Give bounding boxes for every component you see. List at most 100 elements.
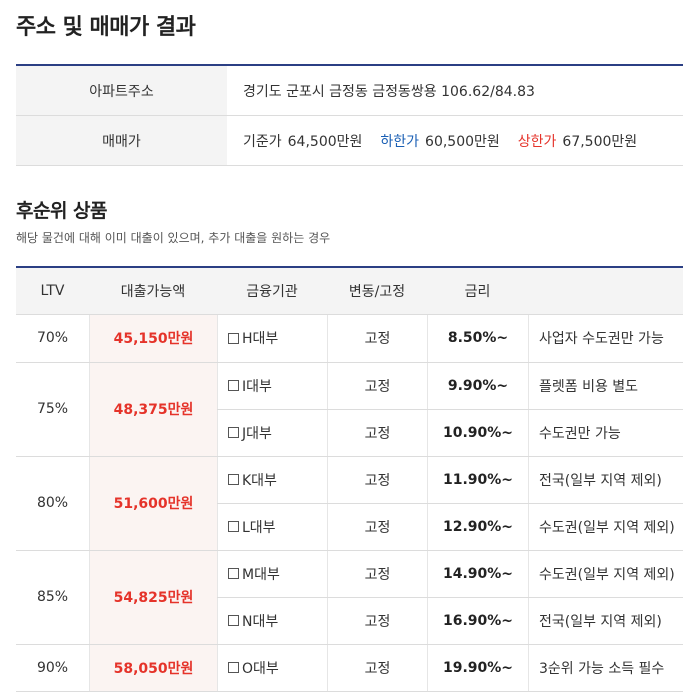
loan-amount-cell: 51,600만원 <box>89 456 217 550</box>
institution-rows: H대부 고정 8.50%~ 사업자 수도권만 가능 <box>217 315 683 362</box>
table-row: O대부 고정 19.90%~ 3순위 가능 소득 필수 <box>217 644 683 691</box>
base-price-value: 64,500만원 <box>287 133 363 150</box>
loan-products-table: LTV 대출가능액 금융기관 변동/고정 금리 70% 45,150만원 H대부 고정… <box>16 266 683 692</box>
table-row: M대부 고정 14.90%~ 수도권(일부 지역 제외) <box>217 550 683 597</box>
note-cell: 플렛폼 비용 별도 <box>528 362 683 409</box>
institution-cell[interactable]: O대부 <box>217 644 327 691</box>
base-price-label: 기준가 <box>243 133 282 150</box>
table-row: J대부 고정 10.90%~ 수도권만 가능 <box>217 409 683 456</box>
note-cell: 3순위 가능 소득 필수 <box>528 644 683 691</box>
address-row: 아파트주소 경기도 군포시 금정동 금정동쌍용 106.62/84.83 <box>16 66 683 116</box>
interest-rate-cell: 8.50%~ <box>427 315 528 362</box>
interest-rate-cell: 9.90%~ <box>427 362 528 409</box>
rate-type-cell: 고정 <box>327 410 427 456</box>
header-note <box>528 268 683 314</box>
ltv-group: 85% 54,825만원 M대부 고정 14.90%~ 수도권(일부 지역 제외) N대부 고… <box>16 550 683 645</box>
institution-cell[interactable]: H대부 <box>217 315 327 362</box>
header-rate-type: 변동/고정 <box>348 284 406 300</box>
institution-rows: O대부 고정 19.90%~ 3순위 가능 소득 필수 <box>217 644 683 691</box>
header-rate: 금리 <box>464 284 491 300</box>
institution-name: O대부 <box>242 660 279 677</box>
high-price-value: 67,500만원 <box>562 133 638 150</box>
loan-amount-cell: 48,375만원 <box>89 362 217 456</box>
rate-type-cell: 고정 <box>327 362 427 409</box>
rate-type-cell: 고정 <box>327 598 427 644</box>
interest-rate-cell: 16.90%~ <box>427 598 528 644</box>
header-amount: 대출가능액 <box>120 284 186 300</box>
note-cell: 수도권만 가능 <box>528 410 683 456</box>
institution-name: H대부 <box>242 331 279 348</box>
institution-name: M대부 <box>242 566 280 583</box>
ltv-cell: 70% <box>36 330 69 347</box>
institution-cell[interactable]: J대부 <box>217 410 327 456</box>
price-row: 매매가 기준가 64,500만원 하한가 60,500만원 상한가 67,500만원 <box>16 116 683 166</box>
institution-cell[interactable]: M대부 <box>217 550 327 597</box>
base-price: 기준가 64,500만원 <box>243 131 362 151</box>
low-price-label: 하한가 <box>380 133 420 150</box>
institution-checkbox[interactable] <box>228 521 239 533</box>
ltv-cell: 75% <box>36 401 69 417</box>
interest-rate-cell: 14.90%~ <box>427 550 528 597</box>
price-values: 기준가 64,500만원 하한가 60,500만원 상한가 67,500만원 <box>227 116 683 165</box>
institution-name: N대부 <box>242 613 279 630</box>
table-row: L대부 고정 12.90%~ 수도권(일부 지역 제외) <box>217 503 683 550</box>
low-price-value: 60,500만원 <box>425 133 500 150</box>
interest-rate-cell: 11.90%~ <box>427 456 528 503</box>
institution-cell[interactable]: I대부 <box>217 362 327 409</box>
address-value: 경기도 군포시 금정동 금정동쌍용 106.62/84.83 <box>243 83 535 100</box>
rate-type-cell: 고정 <box>327 644 427 691</box>
property-info-table: 아파트주소 경기도 군포시 금정동 금정동쌍용 106.62/84.83 매매가… <box>16 64 683 166</box>
institution-cell[interactable]: L대부 <box>217 504 327 550</box>
low-price: 하한가 60,500만원 <box>380 131 499 151</box>
institution-rows: K대부 고정 11.90%~ 전국(일부 지역 제외) L대부 고정 12.90%~ 수도권(… <box>217 456 683 550</box>
header-institution: 금융기관 <box>246 284 298 300</box>
high-price-label: 상한가 <box>517 133 557 150</box>
loan-amount-cell: 54,825만원 <box>89 550 217 644</box>
note-cell: 전국(일부 지역 제외) <box>528 456 683 503</box>
institution-name: L대부 <box>242 519 276 536</box>
loan-amount-cell: 45,150만원 <box>89 315 217 362</box>
institution-name: J대부 <box>242 425 272 442</box>
institution-checkbox[interactable] <box>228 568 239 580</box>
table-row: I대부 고정 9.90%~ 플렛폼 비용 별도 <box>217 362 683 409</box>
ltv-group: 75% 48,375만원 I대부 고정 9.90%~ 플렛폼 비용 별도 J대부 고정 10.9… <box>16 362 683 457</box>
table-row: K대부 고정 11.90%~ 전국(일부 지역 제외) <box>217 456 683 503</box>
ltv-cell: 85% <box>36 589 69 605</box>
rate-type-cell: 고정 <box>327 315 427 362</box>
institution-checkbox[interactable] <box>228 332 239 344</box>
ltv-group: 90% 58,050만원 O대부 고정 19.90%~ 3순위 가능 소득 필수 <box>16 644 683 692</box>
institution-cell[interactable]: N대부 <box>217 598 327 644</box>
rate-type-cell: 고정 <box>327 456 427 503</box>
table-row: H대부 고정 8.50%~ 사업자 수도권만 가능 <box>217 315 683 362</box>
institution-name: I대부 <box>242 378 272 395</box>
high-price: 상한가 67,500만원 <box>518 131 637 151</box>
table-header: LTV 대출가능액 금융기관 변동/고정 금리 <box>16 268 683 315</box>
rate-type-cell: 고정 <box>327 504 427 550</box>
institution-name: K대부 <box>242 472 277 489</box>
section-description: 해당 물건에 대해 이미 대출이 있으며, 추가 대출을 원하는 경우 <box>16 231 331 245</box>
institution-rows: M대부 고정 14.90%~ 수도권(일부 지역 제외) N대부 고정 16.90%~ 전국(… <box>217 550 683 644</box>
institution-checkbox[interactable] <box>228 615 239 627</box>
ltv-group: 70% 45,150만원 H대부 고정 8.50%~ 사업자 수도권만 가능 <box>16 315 683 363</box>
table-row: N대부 고정 16.90%~ 전국(일부 지역 제외) <box>217 597 683 644</box>
note-cell: 수도권(일부 지역 제외) <box>528 504 683 550</box>
ltv-cell: 90% <box>36 659 69 676</box>
institution-checkbox[interactable] <box>228 427 239 439</box>
ltv-cell: 80% <box>36 495 69 511</box>
note-cell: 전국(일부 지역 제외) <box>528 598 683 644</box>
institution-checkbox[interactable] <box>228 662 239 674</box>
section-title: 후순위 상품 <box>16 200 108 222</box>
rate-type-cell: 고정 <box>327 550 427 597</box>
institution-rows: I대부 고정 9.90%~ 플렛폼 비용 별도 J대부 고정 10.90%~ 수도권만 가능 <box>217 362 683 456</box>
ltv-group: 80% 51,600만원 K대부 고정 11.90%~ 전국(일부 지역 제외) L대부 고정… <box>16 456 683 551</box>
page-title: 주소 및 매매가 결과 <box>16 15 196 40</box>
interest-rate-cell: 10.90%~ <box>427 410 528 456</box>
institution-cell[interactable]: K대부 <box>217 456 327 503</box>
interest-rate-cell: 19.90%~ <box>427 644 528 691</box>
note-cell: 사업자 수도권만 가능 <box>528 315 683 362</box>
header-ltv: LTV <box>40 283 65 299</box>
institution-checkbox[interactable] <box>228 474 239 486</box>
interest-rate-cell: 12.90%~ <box>427 504 528 550</box>
loan-amount-cell: 58,050만원 <box>89 644 217 691</box>
institution-checkbox[interactable] <box>228 380 239 392</box>
